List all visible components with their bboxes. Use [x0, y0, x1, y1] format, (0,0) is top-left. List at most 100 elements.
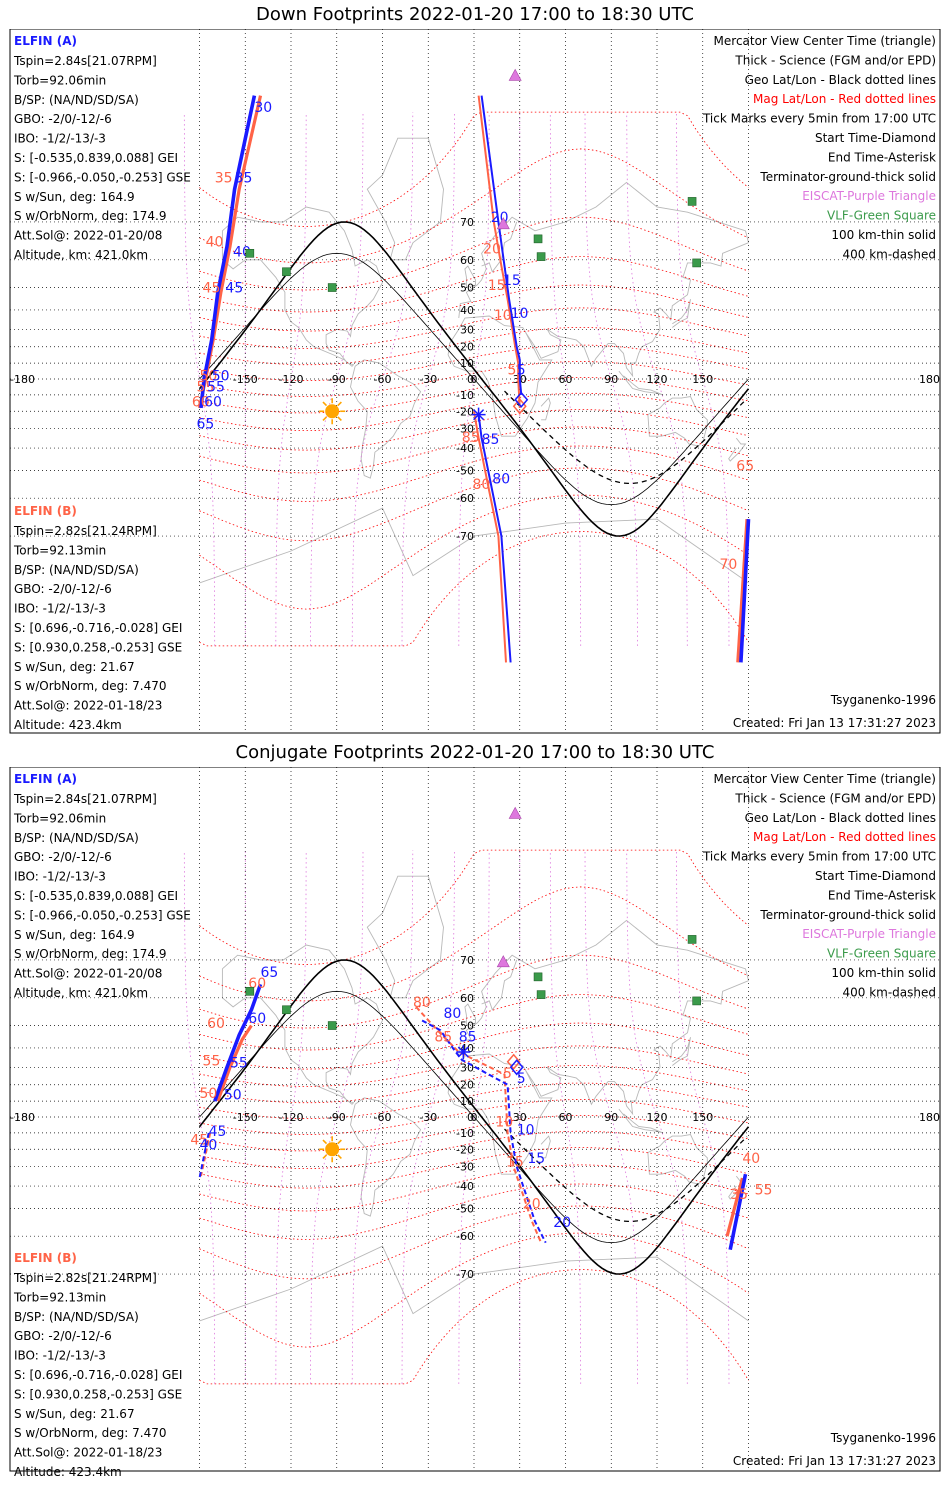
tick-label-elfin-a: 10	[511, 306, 529, 322]
lat-tick-label: 60	[460, 254, 474, 267]
map-content: -180 -150 -120 -90 -60 -30 0 30 60 90 120 150 180 70 6…	[10, 767, 940, 1471]
lat-tick-label: 30	[460, 1061, 474, 1074]
tick-label-elfin-b: 85	[434, 1030, 452, 1046]
tick-label-elfin-a: 40	[200, 1137, 218, 1153]
legend-entry: Mercator View Center Time (triangle)	[714, 772, 936, 786]
lat-tick-label: -70	[456, 1268, 474, 1281]
mag-lon-line	[626, 850, 688, 1384]
coastline	[728, 437, 747, 462]
sun-ray	[322, 416, 328, 422]
elfin-b-info-line: GBO: -2/0/-12/-6	[14, 1329, 112, 1343]
map-conjugate-footprints[interactable]: -180 -150 -120 -90 -60 -30 0 30 60 90 120 150 180 70 6…	[0, 767, 950, 1477]
terminator-100km	[199, 990, 749, 1244]
geo-grid	[10, 767, 940, 1471]
coastline	[525, 242, 749, 378]
eiscat-triangle	[508, 68, 522, 81]
lat-tick-label: 10	[460, 357, 474, 370]
elfin-a-info-line: S w/Sun, deg: 164.9	[14, 190, 135, 204]
coastline	[618, 370, 664, 396]
tick-label-elfin-a: 10	[517, 1122, 535, 1138]
tick-label-elfin-a: 30	[254, 100, 272, 116]
vlf-square	[327, 1021, 337, 1030]
track-elfin-a	[480, 95, 523, 395]
mag-lat-line	[199, 1164, 749, 1212]
lat-tick-label: 40	[460, 304, 474, 317]
lon-tick-label: -120	[279, 373, 304, 386]
coastline	[458, 181, 749, 319]
mag-lon-line	[401, 112, 455, 646]
lat-tick-label: 0	[467, 373, 474, 386]
tick-label-elfin-b: 10	[495, 1114, 513, 1130]
track-elfin-a	[213, 983, 263, 1102]
mag-lat-line	[199, 426, 749, 474]
tick-label-elfin-b: 70	[720, 557, 738, 573]
legend-entry: 400 km-dashed	[842, 985, 936, 999]
elfin-a-info-line: IBO: -1/2/-13/-3	[14, 870, 106, 884]
legend-entry: EISCAT-Purple Triangle	[802, 189, 936, 203]
track-elfin-b	[473, 411, 507, 663]
elfin-b-info-line: IBO: -1/2/-13/-3	[14, 1349, 106, 1363]
mag-lon-line	[626, 112, 688, 646]
coastline	[350, 359, 422, 479]
coastline	[672, 299, 691, 328]
vlf-square	[245, 986, 255, 996]
coastline	[199, 1245, 749, 1322]
elfin-a-info-line: S w/OrbNorm, deg: 174.9	[14, 209, 166, 223]
tick-label-elfin-b: 5	[508, 362, 517, 378]
elfin-a-info-line: S: [-0.535,0.839,0.088] GEI	[14, 151, 178, 165]
legend: Mercator View Center Time (triangle) Thic…	[702, 34, 936, 261]
lon-tick-label: 150	[692, 1111, 713, 1124]
model-label: Tsyganenko-1996	[830, 693, 936, 707]
elfin-b-info-line: Tspin=2.82s[21.24RPM]	[13, 524, 157, 538]
tick-label-elfin-b: 55	[755, 1183, 773, 1199]
mag-lon-line	[310, 112, 364, 646]
lon-tick-label: -150	[233, 373, 258, 386]
lon-tick-label: 30	[513, 1111, 527, 1124]
coastline	[525, 980, 749, 1116]
mag-lon-line	[584, 112, 638, 646]
elfin-a-info-line: GBO: -2/0/-12/-6	[14, 850, 112, 864]
lat-tick-label: -10	[456, 1127, 474, 1140]
lon-tick-label: -30	[419, 1111, 437, 1124]
vlf-square	[282, 1005, 291, 1015]
elfin-b-info-line: S: [0.696,-0.716,-0.028] GEI	[14, 621, 182, 635]
tick-label-elfin-a: 80	[444, 1006, 462, 1022]
mag-lat-line	[199, 1065, 749, 1104]
sun-icon	[319, 398, 346, 425]
tick-label-elfin-b: 55	[196, 380, 214, 396]
elfin-b-info-line: Torb=92.13min	[13, 1290, 106, 1304]
tick-label-elfin-b: 60	[192, 394, 210, 410]
track-elfin-b	[216, 1024, 253, 1102]
lon-tick-label: 120	[647, 1111, 668, 1124]
lat-tick-label: -50	[456, 464, 474, 477]
tick-label-elfin-a: 5	[517, 362, 526, 378]
eiscat-triangle	[508, 806, 522, 819]
legend-entry: Thick - Science (FGM and/or EPD)	[734, 53, 936, 67]
tick-label-elfin-a: 45	[225, 280, 243, 296]
lon-tick-label: -150	[233, 1111, 258, 1124]
legend-entry: 100 km-thin solid	[831, 966, 936, 980]
tick-label-elfin-b: 5	[503, 1066, 512, 1082]
legend-entry: EISCAT-Purple Triangle	[802, 927, 936, 941]
elfin-a-title: ELFIN (A)	[14, 772, 77, 786]
track-elfin-b	[200, 1132, 212, 1177]
mag-lon-line	[584, 850, 638, 1384]
mag-lat-line	[199, 1045, 749, 1087]
vlf-square	[687, 197, 697, 206]
panel-title-conjugate: Conjugate Footprints 2022-01-20 17:00 to…	[235, 742, 715, 763]
mag-lat-line	[199, 376, 749, 414]
elfin-a-info-line: IBO: -1/2/-13/-3	[14, 132, 106, 146]
elfin-b-info-line: Att.Sol@: 2022-01-18/23	[14, 699, 162, 713]
tick-label-elfin-b: 45	[190, 1132, 208, 1148]
legend-entry: 400 km-dashed	[842, 247, 936, 261]
terminator-ground	[198, 221, 750, 537]
tick-label-elfin-a: 35	[235, 170, 253, 186]
tick-label-elfin-b: 85	[462, 430, 480, 446]
elfin-b-info-line: S: [0.930,0.258,-0.253] GSE	[14, 1387, 182, 1401]
mag-lat-line	[199, 284, 749, 332]
map-down-footprints[interactable]: -180 -150 -120 -90 -60 -30 0 30 60 90 120 150 180 70 6…	[0, 29, 950, 739]
mag-lat-line	[199, 392, 749, 431]
lat-tick-label: -20	[456, 1143, 474, 1156]
elfin-b-title: ELFIN (B)	[14, 504, 77, 518]
eiscat-triangle	[496, 955, 510, 968]
